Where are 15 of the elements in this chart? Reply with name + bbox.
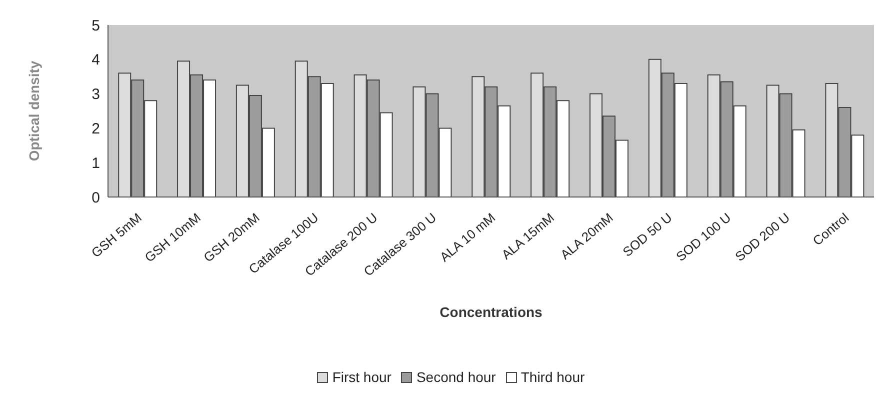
x-tick-label: ALA 10 mM xyxy=(436,210,498,265)
x-tick-label: SOD 50 U xyxy=(620,210,675,260)
y-tick-label: 2 xyxy=(92,120,100,138)
y-tick-label: 0 xyxy=(92,189,100,206)
x-axis-title: Concentrations xyxy=(440,304,543,320)
legend-label: Second hour xyxy=(416,369,496,385)
y-tick-label: 1 xyxy=(92,154,100,172)
y-tick-label: 4 xyxy=(92,52,100,69)
y-axis-title: Optical density xyxy=(26,60,42,162)
x-tick-label: SOD 200 U xyxy=(732,210,793,264)
y-tick-label: 5 xyxy=(92,17,100,34)
y-tick-label: 3 xyxy=(92,86,100,104)
legend-label: Third hour xyxy=(520,369,585,385)
legend-label: First hour xyxy=(332,369,392,385)
x-tick-label: SOD 100 U xyxy=(673,210,734,264)
